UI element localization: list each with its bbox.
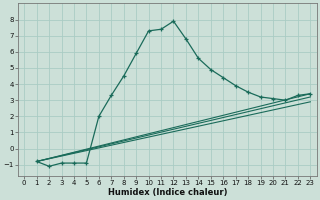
X-axis label: Humidex (Indice chaleur): Humidex (Indice chaleur) — [108, 188, 227, 197]
